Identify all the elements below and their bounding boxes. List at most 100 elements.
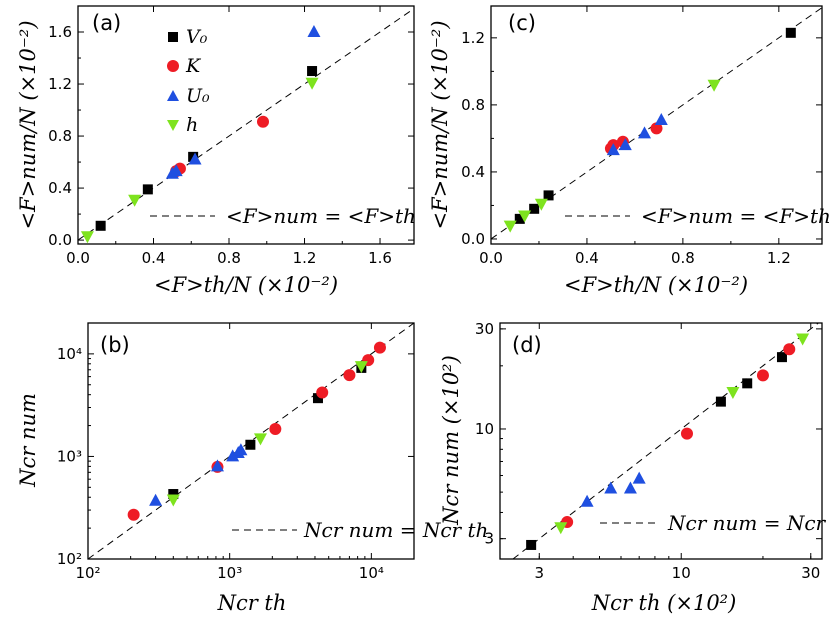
data-point-v0 xyxy=(526,539,537,550)
panel-a-equation: <F>num = <F>th xyxy=(226,204,416,228)
panel-d-points xyxy=(526,333,810,550)
panel-b-points xyxy=(127,341,386,521)
panel-c-equation: <F>num = <F>th xyxy=(641,204,830,228)
legend-v0-label: V₀ xyxy=(186,26,208,48)
panel-b-ylabel: Ncr num xyxy=(16,393,40,488)
data-point-v0 xyxy=(142,184,153,195)
data-point-v0 xyxy=(514,213,525,224)
x-tick-label: 0.4 xyxy=(575,249,599,267)
y-tick-label: 0.4 xyxy=(461,163,485,181)
panel-c-ticks: 0.0 0.4 0.8 1.2 0.0 0.4 0.8 1.2 xyxy=(461,6,822,267)
panel-a-ylabel: <F>num/N (×10⁻²) xyxy=(16,20,40,229)
y-tick-label: 0.0 xyxy=(461,230,485,248)
data-point-u0 xyxy=(654,112,668,125)
data-point-h xyxy=(253,433,267,446)
data-point-k xyxy=(650,122,663,135)
data-point-h xyxy=(726,387,740,400)
data-point-v0 xyxy=(543,190,554,201)
y-tick-label: 1.2 xyxy=(461,29,485,47)
data-point-u0 xyxy=(638,126,652,139)
y-tick-label: 0.8 xyxy=(48,127,72,145)
data-point-u0 xyxy=(580,494,594,507)
legend-k-label: K xyxy=(185,55,202,77)
x-tick-label: 10 xyxy=(672,564,691,582)
panel-b-frame xyxy=(87,322,415,560)
panel-c-xlabel: <F>th/N (×10⁻²) xyxy=(564,273,748,297)
data-point-k xyxy=(783,343,796,356)
panel-d-label: (d) xyxy=(512,333,542,357)
data-point-v0 xyxy=(312,393,323,404)
data-point-u0 xyxy=(632,471,646,484)
panel-a-ticks: 0.0 0.4 0.8 1.2 1.6 0.0 0.4 0.8 1.2 1.6 xyxy=(48,5,414,267)
legend: V₀ K U₀ h xyxy=(167,26,210,136)
data-point-u0 xyxy=(210,459,224,472)
data-point-u0 xyxy=(606,143,620,156)
y-tick-label: 10⁴ xyxy=(57,345,82,363)
x-tick-label: 0.4 xyxy=(142,249,166,267)
data-point-u0 xyxy=(307,25,321,38)
x-tick-label: 0.0 xyxy=(479,249,503,267)
data-point-v0 xyxy=(95,220,106,231)
data-point-k xyxy=(316,386,329,399)
panel-d-xlabel: Ncr th (×10²) xyxy=(591,591,737,615)
panel-a-label: (a) xyxy=(92,11,121,35)
x-tick-label: 10³ xyxy=(217,564,242,582)
y-tick-label: 10³ xyxy=(57,447,82,465)
x-tick-label: 1.2 xyxy=(767,249,791,267)
panel-a-identity-line xyxy=(77,8,415,241)
panel-d-frame xyxy=(499,322,823,560)
data-point-u0 xyxy=(169,164,183,177)
panel-d-ticks: 3 10 30 3 10 30 xyxy=(475,320,822,582)
y-tick-label: 0.4 xyxy=(48,179,72,197)
panel-d-equation: Ncr num = Ncr th xyxy=(667,511,830,535)
y-tick-label: 1.2 xyxy=(48,75,72,93)
legend-v0-marker xyxy=(168,32,178,42)
data-point-v0 xyxy=(715,396,726,407)
data-point-u0 xyxy=(604,481,618,494)
x-tick-label: 10² xyxy=(75,564,100,582)
x-tick-label: 3 xyxy=(535,564,545,582)
data-point-h xyxy=(707,79,721,92)
x-tick-label: 30 xyxy=(801,564,820,582)
panel-c: 0.0 0.4 0.8 1.2 0.0 0.4 0.8 1.2 (c) <F>num = <F… xyxy=(428,5,830,297)
data-point-h xyxy=(796,333,810,346)
data-point-v0 xyxy=(529,203,540,214)
panel-c-label: (c) xyxy=(508,11,536,35)
panel-c-frame xyxy=(490,5,823,245)
data-point-h xyxy=(518,210,532,223)
data-point-v0 xyxy=(785,27,796,38)
data-point-v0 xyxy=(168,489,179,500)
data-point-h xyxy=(534,198,548,211)
data-point-u0 xyxy=(226,449,240,462)
data-point-h xyxy=(554,522,568,535)
panel-a: 0.0 0.4 0.8 1.2 1.6 0.0 0.4 0.8 1.2 1.6 (a) V₀ K … xyxy=(16,5,416,297)
data-point-k xyxy=(680,427,693,440)
legend-h-marker xyxy=(167,120,179,131)
data-point-u0 xyxy=(623,481,637,494)
panel-d-ylabel: Ncr num (×10²) xyxy=(439,355,463,526)
legend-u0-marker xyxy=(167,90,179,101)
data-point-v0 xyxy=(742,378,753,389)
panel-d: 3 10 30 3 10 30 (d) Ncr num = Ncr th Ncr th (… xyxy=(439,320,830,615)
data-point-v0 xyxy=(776,352,787,363)
y-tick-label: 10 xyxy=(475,420,494,438)
panel-b-label: (b) xyxy=(100,333,130,357)
data-point-k xyxy=(756,369,769,382)
data-point-h xyxy=(80,231,94,244)
data-point-v0 xyxy=(307,66,318,77)
legend-u0-label: U₀ xyxy=(186,85,210,107)
data-point-k xyxy=(373,341,386,354)
x-tick-label: 1.2 xyxy=(293,249,317,267)
x-tick-label: 0.8 xyxy=(671,249,695,267)
x-tick-label: 1.6 xyxy=(368,249,392,267)
data-point-u0 xyxy=(234,443,248,456)
panel-b-xlabel: Ncr th xyxy=(217,591,287,615)
panel-a-xlabel: <F>th/N (×10⁻²) xyxy=(154,273,338,297)
y-tick-label: 10² xyxy=(57,550,82,568)
panel-c-ylabel: <F>num/N (×10⁻²) xyxy=(428,20,452,229)
data-point-k xyxy=(127,508,140,521)
legend-h-label: h xyxy=(186,114,198,136)
x-tick-label: 0.8 xyxy=(217,249,241,267)
x-tick-label: 0.0 xyxy=(66,249,90,267)
